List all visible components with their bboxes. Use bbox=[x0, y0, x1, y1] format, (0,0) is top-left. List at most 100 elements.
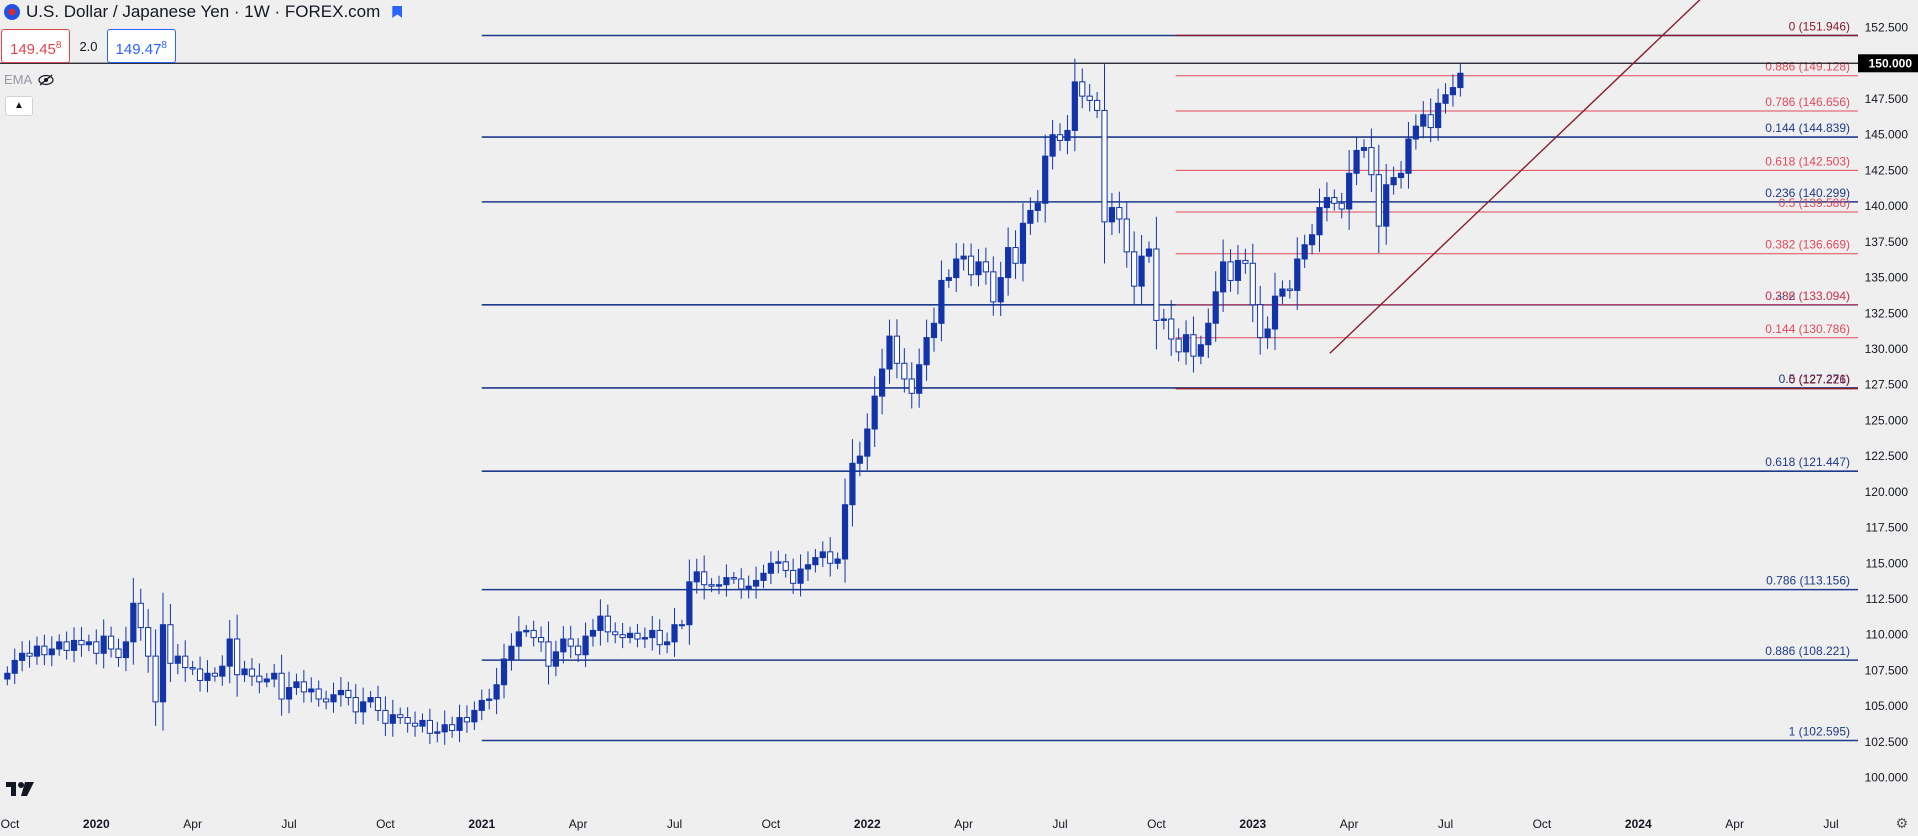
candle-body bbox=[1264, 328, 1271, 339]
candle-body bbox=[1308, 234, 1316, 246]
current-price-tag bbox=[1858, 54, 1918, 73]
sell-button[interactable]: 149.458 bbox=[1, 29, 71, 63]
candle-body bbox=[886, 335, 893, 370]
candle-body bbox=[567, 638, 574, 647]
candle-body bbox=[975, 261, 982, 276]
candle-body bbox=[827, 551, 834, 564]
candle-body bbox=[1435, 102, 1442, 129]
candle-body bbox=[1116, 207, 1123, 220]
x-tick-label: 2022 bbox=[854, 817, 881, 831]
candle-body bbox=[804, 564, 812, 570]
fib-secondary-label: 0.5 (139.586) bbox=[1779, 196, 1850, 210]
candle-body bbox=[174, 655, 181, 664]
y-tick-label: 142.500 bbox=[1865, 163, 1909, 177]
indicator-label[interactable]: EMA bbox=[4, 72, 33, 87]
y-tick-label: 137.500 bbox=[1865, 235, 1909, 249]
y-tick-label: 107.500 bbox=[1865, 663, 1909, 677]
candle-body bbox=[93, 641, 100, 654]
candle-body bbox=[1049, 134, 1056, 157]
price-axis[interactable]: 100.000 102.500 105.000 107.500 110.000 112.5… bbox=[1858, 21, 1918, 785]
candle-body bbox=[63, 641, 70, 651]
time-axis[interactable]: Oct 2020 Apr Jul Oct 2021 Apr Jul Oct 2022 Apr Jul O… bbox=[1, 817, 1839, 831]
candle-body bbox=[1182, 334, 1190, 353]
candle-body bbox=[1205, 322, 1212, 346]
gear-icon[interactable]: ⚙ bbox=[1895, 815, 1908, 831]
candle-body bbox=[315, 688, 322, 700]
tradingview-logo-icon[interactable] bbox=[6, 780, 36, 798]
candle-body bbox=[486, 698, 493, 701]
quote-panel: 149.458 2.0 149.478 bbox=[1, 29, 176, 63]
candle-body bbox=[537, 637, 545, 643]
candle-body bbox=[85, 641, 92, 646]
candle-body bbox=[612, 631, 619, 636]
candle-body bbox=[145, 627, 152, 657]
candle-body bbox=[738, 578, 745, 590]
fib-secondary-label: 0.236 (133.094) bbox=[1765, 289, 1850, 303]
candle-body bbox=[130, 602, 137, 643]
x-tick-label: Oct bbox=[1533, 817, 1552, 831]
candle-body bbox=[1234, 259, 1242, 281]
y-tick-label: 112.500 bbox=[1866, 592, 1909, 606]
x-tick-label: Jul bbox=[1823, 817, 1838, 831]
candle-body bbox=[923, 337, 930, 366]
candle-body bbox=[434, 731, 441, 734]
candle-body bbox=[1042, 155, 1049, 204]
candle-body bbox=[1279, 288, 1286, 297]
candle-body bbox=[879, 368, 886, 397]
candle-body bbox=[234, 638, 241, 676]
candle-body bbox=[48, 648, 55, 656]
y-tick-label: 127.500 bbox=[1865, 378, 1909, 392]
candles bbox=[4, 58, 1464, 745]
candle-body bbox=[1249, 262, 1256, 306]
buy-button[interactable]: 149.478 bbox=[106, 29, 176, 63]
candle-body bbox=[782, 561, 789, 571]
candle-body bbox=[1427, 114, 1434, 129]
candle-body bbox=[1353, 149, 1360, 174]
x-tick-label: Jul bbox=[281, 817, 296, 831]
indicator-legend[interactable]: EMA bbox=[4, 72, 54, 87]
candle-body bbox=[78, 639, 85, 646]
candle-body bbox=[604, 615, 611, 633]
candle-body bbox=[478, 699, 485, 711]
y-tick-label: 120.000 bbox=[1865, 485, 1909, 499]
candle-body bbox=[226, 638, 233, 667]
usd-jpy-flag-icon bbox=[4, 4, 20, 20]
candle-body bbox=[397, 714, 404, 719]
candle-body bbox=[1034, 202, 1041, 211]
candle-body bbox=[100, 635, 107, 654]
x-tick-label: Apr bbox=[1340, 817, 1359, 831]
chevron-up-icon: ▲ bbox=[14, 100, 24, 111]
candle-body bbox=[308, 688, 315, 693]
candle-body bbox=[1153, 248, 1160, 321]
candle-body bbox=[1064, 129, 1071, 141]
fib-secondary-label: 0 (127.226) bbox=[1789, 373, 1850, 387]
candle-body bbox=[1346, 172, 1353, 210]
candle-body bbox=[945, 277, 952, 281]
collapse-indicators-button[interactable]: ▲ bbox=[5, 96, 33, 116]
candle-body bbox=[152, 655, 159, 703]
fib-secondary-label: 0 (151.946) bbox=[1789, 19, 1850, 33]
candle-body bbox=[545, 641, 552, 667]
candle-body bbox=[1331, 197, 1338, 204]
candle-body bbox=[841, 504, 849, 560]
spread-value: 2.0 bbox=[79, 38, 98, 54]
symbol-title[interactable]: U.S. Dollar / Japanese Yen · 1W · FOREX.… bbox=[26, 2, 381, 21]
y-tick-label: 105.000 bbox=[1865, 699, 1909, 713]
candle-body bbox=[241, 668, 248, 676]
candle-body bbox=[626, 632, 634, 639]
candle-body bbox=[864, 428, 871, 457]
candle-body bbox=[1420, 114, 1427, 127]
fib-primary-label: 0.886 (108.221) bbox=[1765, 644, 1850, 658]
y-tick-label: 130.000 bbox=[1865, 342, 1909, 356]
candle-body bbox=[1294, 258, 1301, 291]
bookmark-icon[interactable] bbox=[392, 6, 403, 18]
candle-body bbox=[701, 571, 708, 586]
eye-off-icon[interactable] bbox=[38, 74, 54, 86]
candle-body bbox=[1131, 251, 1138, 287]
candle-body bbox=[1019, 222, 1027, 264]
y-tick-label: 125.000 bbox=[1865, 413, 1909, 427]
candle-body bbox=[1005, 247, 1012, 279]
candle-body bbox=[1027, 209, 1034, 224]
symbol-header[interactable]: U.S. Dollar / Japanese Yen · 1W · FOREX.… bbox=[0, 0, 403, 24]
